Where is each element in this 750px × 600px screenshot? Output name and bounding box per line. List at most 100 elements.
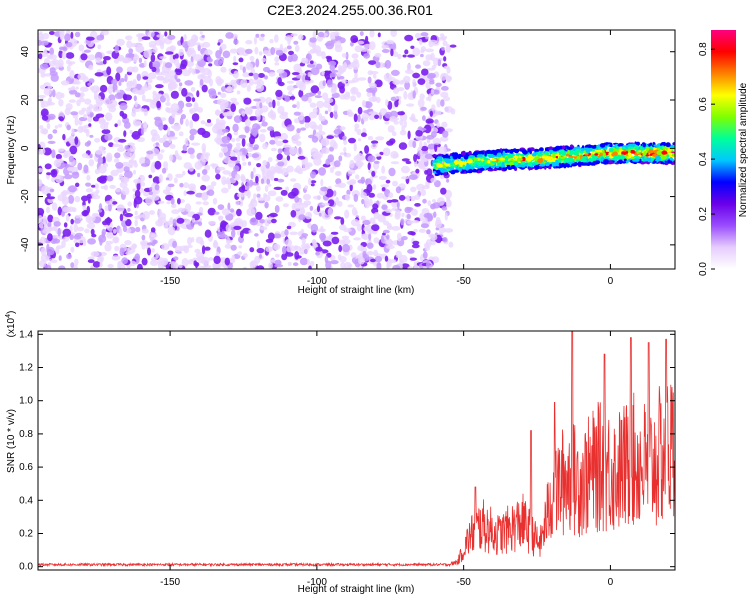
heatmap-cell [41, 185, 50, 195]
heatmap-cell [214, 109, 221, 116]
signal-cell [612, 151, 618, 156]
heatmap-cell [356, 91, 362, 98]
heatmap-cell [357, 114, 361, 123]
heatmap-cell [161, 243, 170, 251]
heatmap-cell [222, 208, 230, 216]
heatmap-cell [222, 50, 231, 59]
signal-cell [463, 154, 469, 160]
heatmap-cell [293, 111, 301, 116]
heatmap-cell [121, 161, 130, 167]
heatmap-cell [162, 140, 171, 148]
heatmap-cell [440, 73, 447, 81]
heatmap-cell [337, 254, 342, 261]
heatmap-cell [267, 232, 275, 241]
snr-series-line [38, 331, 675, 568]
signal-cell [533, 163, 536, 166]
heatmap-cell [441, 121, 448, 128]
heatmap-cell [250, 260, 256, 267]
heatmap-cell [123, 130, 127, 138]
signal-cell [642, 142, 646, 148]
heatmap-cell [277, 161, 285, 167]
heatmap-cell [265, 246, 273, 253]
heatmap-cell [335, 170, 342, 177]
heatmap-cell [155, 142, 159, 146]
heatmap-cell [320, 186, 329, 192]
heatmap-cell [213, 265, 220, 269]
heatmap-cell [272, 233, 282, 239]
heatmap-cell [243, 190, 250, 196]
heatmap-cell [383, 220, 389, 226]
signal-cell [522, 156, 526, 162]
signal-cell [465, 165, 470, 171]
heatmap-cell [439, 146, 447, 156]
heatmap-cell [46, 172, 52, 176]
heatmap-cell [368, 82, 377, 88]
signal-cell [651, 157, 655, 161]
heatmap-cell [191, 68, 196, 75]
heatmap-cell [141, 228, 149, 234]
heatmap-cell [249, 247, 255, 253]
heatmap-cell [396, 111, 406, 116]
heatmap-cell [355, 174, 360, 180]
signal-cell [521, 165, 526, 168]
heatmap-cell [238, 57, 244, 63]
signal-cell [635, 141, 640, 147]
heatmap-cell [356, 224, 363, 232]
heatmap-cell [437, 110, 442, 115]
heatmap-cell [119, 78, 125, 83]
heatmap-cell [308, 177, 312, 186]
heatmap-cell [127, 142, 135, 146]
signal-cell [575, 149, 581, 153]
heatmap-cell [342, 244, 350, 253]
heatmap-cell [63, 222, 68, 228]
heatmap-cell [85, 128, 90, 137]
heatmap-cell [207, 220, 216, 225]
signal-cell [544, 162, 550, 167]
heatmap-cell [94, 72, 104, 77]
signal-cell [507, 153, 513, 158]
heatmap-cell [366, 92, 372, 98]
heatmap-cell [436, 98, 442, 108]
heatmap-cell [214, 211, 220, 215]
heatmap-cell [368, 111, 378, 115]
heatmap-cell [274, 34, 279, 43]
heatmap-cell [176, 68, 182, 73]
signal-cell [539, 166, 543, 170]
heatmap-cell [122, 57, 129, 63]
heatmap-cell [171, 203, 177, 209]
heatmap-cell [184, 80, 194, 86]
heatmap-cell [268, 262, 273, 269]
signal-cell [609, 155, 613, 159]
heatmap-cell [368, 232, 372, 241]
heatmap-cell [432, 202, 441, 209]
heatmap-cell [246, 84, 251, 92]
heatmap-cell [104, 217, 113, 224]
heatmap-cell [126, 80, 133, 89]
heatmap-cell [403, 90, 408, 100]
heatmap-cell [285, 252, 294, 257]
heatmap-cell [440, 136, 449, 142]
heatmap-cell [446, 178, 450, 183]
heatmap-cell [412, 72, 420, 79]
heatmap-cell [412, 78, 416, 88]
heatmap-cell [103, 97, 111, 106]
heatmap-cell [337, 71, 342, 77]
heatmap-cell [123, 170, 133, 179]
heatmap-cell [221, 187, 229, 194]
heatmap-cell [438, 227, 446, 234]
heatmap-cell [167, 70, 176, 78]
heatmap-cell [401, 236, 408, 241]
signal-cell [627, 152, 632, 157]
heatmap-cell [290, 178, 297, 182]
heatmap-cell [151, 136, 156, 142]
heatmap-cell [368, 192, 376, 198]
heatmap-cell [134, 219, 138, 227]
heatmap-cell [52, 129, 58, 134]
heatmap-cell [197, 107, 203, 113]
signal-cell [436, 162, 442, 168]
signal-cell [664, 160, 667, 163]
heatmap-cell [448, 241, 454, 248]
signal-cell [609, 144, 613, 147]
heatmap-cell [46, 101, 53, 106]
signal-cell [622, 161, 627, 164]
